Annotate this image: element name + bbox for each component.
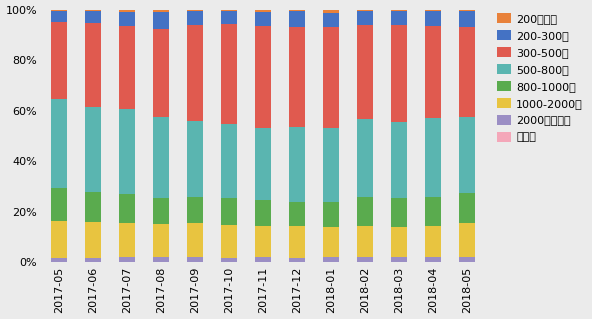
Bar bbox=[425, 11, 440, 26]
Bar bbox=[391, 122, 407, 198]
Bar bbox=[188, 10, 202, 11]
Bar bbox=[358, 226, 372, 257]
Bar bbox=[153, 224, 169, 257]
Bar bbox=[85, 11, 101, 23]
Bar bbox=[391, 25, 407, 122]
Bar bbox=[221, 10, 237, 11]
Bar bbox=[52, 188, 67, 220]
Bar bbox=[52, 10, 67, 11]
Bar bbox=[323, 128, 339, 202]
Bar bbox=[289, 202, 305, 226]
Bar bbox=[425, 226, 440, 257]
Bar bbox=[323, 257, 339, 262]
Bar bbox=[120, 10, 135, 12]
Bar bbox=[358, 197, 372, 226]
Bar bbox=[358, 257, 372, 262]
Bar bbox=[153, 12, 169, 28]
Bar bbox=[221, 225, 237, 258]
Bar bbox=[323, 13, 339, 27]
Bar bbox=[289, 226, 305, 258]
Bar bbox=[188, 121, 202, 197]
Bar bbox=[289, 11, 305, 26]
Bar bbox=[85, 107, 101, 192]
Bar bbox=[459, 27, 475, 117]
Bar bbox=[255, 26, 271, 128]
Bar bbox=[153, 10, 169, 12]
Bar bbox=[459, 193, 475, 223]
Bar bbox=[391, 10, 407, 11]
Bar bbox=[52, 11, 67, 22]
Bar bbox=[289, 127, 305, 202]
Bar bbox=[153, 257, 169, 262]
Bar bbox=[120, 194, 135, 223]
Bar bbox=[120, 12, 135, 26]
Bar bbox=[323, 227, 339, 257]
Bar bbox=[188, 197, 202, 223]
Bar bbox=[323, 202, 339, 227]
Bar bbox=[425, 26, 440, 118]
Bar bbox=[188, 257, 202, 262]
Bar bbox=[255, 128, 271, 200]
Bar bbox=[425, 10, 440, 11]
Bar bbox=[358, 25, 372, 119]
Bar bbox=[323, 10, 339, 13]
Bar bbox=[52, 220, 67, 258]
Bar bbox=[120, 26, 135, 109]
Bar bbox=[255, 12, 271, 26]
Bar bbox=[85, 192, 101, 222]
Bar bbox=[459, 223, 475, 257]
Bar bbox=[459, 117, 475, 193]
Bar bbox=[459, 10, 475, 11]
Bar bbox=[188, 223, 202, 257]
Bar bbox=[425, 257, 440, 262]
Bar bbox=[188, 11, 202, 25]
Bar bbox=[52, 22, 67, 99]
Bar bbox=[221, 198, 237, 225]
Bar bbox=[255, 226, 271, 257]
Bar bbox=[425, 118, 440, 197]
Bar bbox=[120, 223, 135, 257]
Bar bbox=[255, 10, 271, 12]
Bar bbox=[52, 99, 67, 188]
Bar bbox=[358, 11, 372, 25]
Bar bbox=[425, 197, 440, 226]
Bar bbox=[358, 119, 372, 197]
Bar bbox=[255, 200, 271, 226]
Bar bbox=[391, 198, 407, 227]
Bar bbox=[120, 257, 135, 262]
Bar bbox=[391, 227, 407, 257]
Bar bbox=[289, 26, 305, 127]
Bar bbox=[289, 258, 305, 262]
Bar bbox=[120, 109, 135, 194]
Bar bbox=[323, 27, 339, 128]
Bar bbox=[85, 10, 101, 11]
Bar bbox=[52, 258, 67, 262]
Bar bbox=[153, 117, 169, 198]
Bar bbox=[85, 23, 101, 107]
Bar bbox=[221, 24, 237, 124]
Bar bbox=[358, 10, 372, 11]
Bar bbox=[391, 11, 407, 25]
Bar bbox=[221, 11, 237, 24]
Bar bbox=[459, 257, 475, 262]
Bar bbox=[289, 10, 305, 11]
Bar bbox=[221, 258, 237, 262]
Legend: 200万以下, 200-300万, 300-500万, 500-800万, 800-1000万, 1000-2000万, 2000万及以上, 未定义: 200万以下, 200-300万, 300-500万, 500-800万, 80… bbox=[494, 10, 586, 146]
Bar bbox=[188, 25, 202, 121]
Bar bbox=[85, 258, 101, 262]
Bar bbox=[391, 257, 407, 262]
Bar bbox=[85, 222, 101, 258]
Bar bbox=[255, 257, 271, 262]
Bar bbox=[221, 124, 237, 198]
Bar bbox=[153, 28, 169, 117]
Bar bbox=[459, 11, 475, 27]
Bar bbox=[153, 198, 169, 224]
